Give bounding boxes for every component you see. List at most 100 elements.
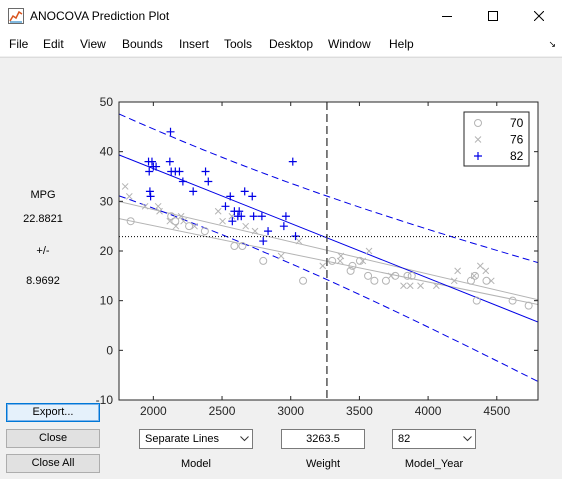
data-point-70: [171, 217, 180, 226]
menu-edit[interactable]: Edit: [43, 37, 64, 51]
data-point-82: [248, 192, 257, 201]
data-point-76: [141, 202, 149, 210]
menu-help[interactable]: Help: [389, 37, 414, 51]
export-button[interactable]: Export...: [6, 403, 100, 422]
data-point-82: [204, 177, 213, 186]
data-point-70: [370, 276, 379, 285]
y-tick-label: 40: [100, 145, 114, 159]
x-tick-label: 3000: [277, 404, 304, 418]
data-point-76: [219, 217, 226, 225]
menu-insert[interactable]: Insert: [179, 37, 210, 51]
data-point-70: [200, 227, 209, 236]
response-name: MPG: [30, 189, 56, 201]
chevron-down-icon: [236, 430, 252, 448]
model-year-label: Model_Year: [404, 458, 464, 470]
predicted-value: 22.8821: [23, 213, 63, 225]
data-point-76: [482, 267, 490, 275]
menu-window[interactable]: Window: [328, 37, 371, 51]
data-point-70: [346, 266, 355, 275]
data-point-76: [277, 252, 285, 260]
data-point-70: [348, 261, 357, 270]
menu-file[interactable]: File: [9, 37, 29, 51]
data-point-70: [299, 276, 308, 285]
data-point-82: [165, 157, 174, 166]
data-point-76: [319, 262, 327, 270]
data-point-82: [201, 167, 210, 176]
data-point-76: [387, 272, 395, 280]
legend-label-82: 82: [510, 149, 524, 163]
model-label: Model: [181, 458, 211, 470]
data-point-76: [400, 282, 407, 290]
data-point-82: [175, 167, 184, 176]
dock-arrow-icon[interactable]: ↘: [548, 39, 556, 49]
minimize-button[interactable]: [424, 0, 470, 31]
maximize-button[interactable]: [470, 0, 516, 31]
data-point-82: [145, 187, 154, 196]
legend-label-70: 70: [510, 116, 524, 130]
y-tick-label: 10: [100, 294, 114, 308]
close-all-button[interactable]: Close All: [6, 454, 100, 473]
data-point-70: [381, 276, 390, 285]
y-tick-label: 50: [100, 95, 114, 109]
data-point-76: [406, 282, 414, 290]
model-select[interactable]: Separate Lines: [139, 429, 253, 449]
y-tick-label: 20: [100, 244, 114, 258]
prediction-plot[interactable]: 2000 2500 3000 3500 4000 4500 -10 0 10 20 30 40 50 7…: [0, 58, 562, 438]
legend-marker-76: [474, 136, 482, 143]
data-point-82: [237, 212, 246, 221]
data-point-82: [146, 192, 155, 201]
plusminus-label: +/-: [36, 245, 50, 257]
window-title: ANOCOVA Prediction Plot: [30, 9, 170, 23]
data-point-76: [359, 257, 367, 265]
menu-tools[interactable]: Tools: [224, 37, 253, 51]
close-button[interactable]: Close: [6, 429, 100, 448]
data-point-76: [432, 282, 440, 290]
data-point-82: [221, 202, 230, 211]
title-bar: ANOCOVA Prediction Plot: [0, 0, 562, 31]
data-point-76: [295, 237, 303, 245]
data-point-76: [454, 267, 461, 275]
matlab-figure-icon: [8, 8, 24, 24]
data-point-82: [240, 187, 249, 196]
data-point-70: [364, 271, 373, 280]
y-tick-label: 30: [100, 194, 114, 208]
data-point-70: [403, 271, 412, 280]
data-point-82: [288, 157, 297, 166]
weight-input[interactable]: 3263.5: [281, 429, 365, 449]
data-point-76: [125, 193, 133, 200]
x-tick-label: 4500: [483, 404, 510, 418]
data-point-76: [470, 272, 478, 280]
data-point-76: [450, 277, 458, 285]
weight-label: Weight: [305, 458, 341, 470]
data-point-76: [180, 217, 187, 225]
data-point-82: [235, 207, 244, 216]
model-year-select[interactable]: 82: [392, 429, 476, 449]
data-point-76: [251, 227, 259, 235]
data-point-82: [281, 212, 290, 221]
data-point-70: [407, 271, 416, 280]
close-window-button[interactable]: [516, 0, 562, 31]
model-year-select-value: 82: [398, 433, 411, 445]
x-tick-label: 2000: [140, 404, 167, 418]
menu-view[interactable]: View: [80, 37, 106, 51]
data-point-76: [177, 212, 185, 220]
data-point-76: [487, 277, 495, 285]
data-point-70: [472, 296, 481, 305]
menu-desktop[interactable]: Desktop: [269, 37, 314, 51]
lower-bound-line: [119, 195, 538, 382]
menu-bar: File Edit View Bounds Insert Tools Deskt…: [0, 31, 562, 56]
data-point-70: [391, 271, 400, 280]
menu-bounds[interactable]: Bounds: [122, 37, 163, 51]
data-point-82: [166, 127, 175, 136]
data-point-70: [126, 217, 135, 226]
data-point-82: [257, 212, 266, 221]
x-tick-label: 4000: [415, 404, 442, 418]
figure-content: MPG 22.8821 +/- 8.9692 2000 2500 3000 3500 4…: [0, 57, 562, 479]
data-point-76: [166, 217, 174, 225]
chevron-down-icon: [459, 430, 475, 448]
data-point-70: [470, 271, 479, 280]
y-tick-label: 0: [106, 343, 113, 357]
y-tick-label: -10: [96, 393, 114, 407]
data-point-82: [178, 177, 187, 186]
data-point-82: [147, 157, 156, 166]
